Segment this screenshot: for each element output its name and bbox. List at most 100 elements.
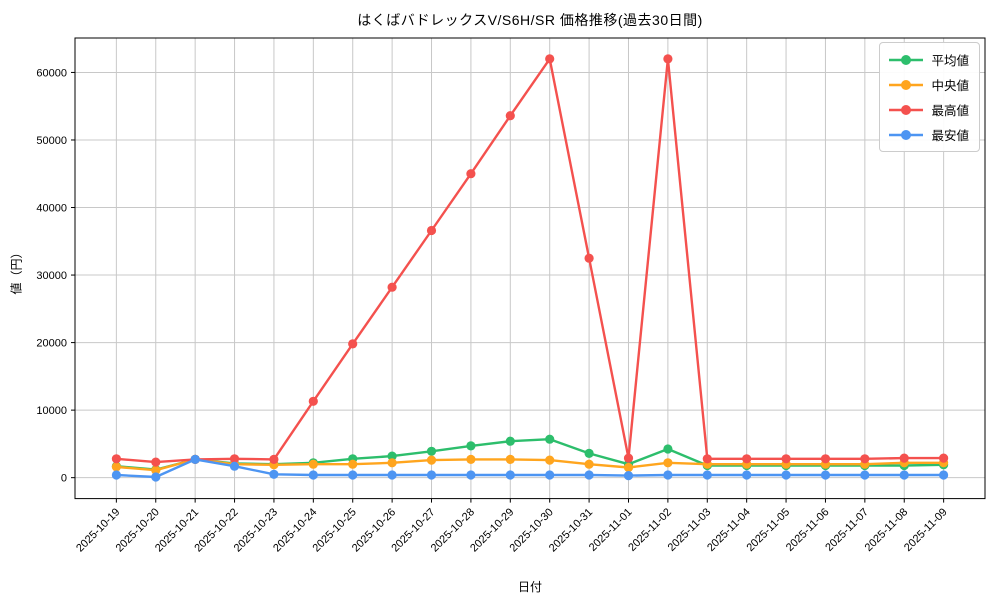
data-point-highest (939, 453, 949, 463)
legend-swatch-average (889, 54, 924, 65)
data-point-highest (663, 54, 673, 64)
data-point-median (151, 465, 161, 475)
legend-label-median: 中央値 (931, 79, 969, 93)
y-tick-label: 10000 (36, 405, 67, 417)
data-point-highest (111, 454, 121, 464)
series-line-median (115, 458, 945, 472)
data-point-median (348, 459, 358, 469)
data-point-lowest (742, 470, 752, 480)
data-point-lowest (860, 470, 870, 480)
data-point-lowest (505, 470, 515, 480)
x-tick-label: 2025-11-09 (902, 506, 950, 554)
legend-swatch-median (889, 79, 924, 90)
data-point-lowest (702, 470, 712, 480)
data-point-highest (584, 253, 594, 263)
data-point-median (466, 454, 476, 464)
data-point-lowest (623, 471, 634, 481)
y-tick-label: 20000 (36, 338, 67, 350)
data-point-highest (505, 111, 515, 121)
x-axis-label: 日付 (517, 580, 542, 594)
tick-marks (71, 71, 945, 503)
x-gridlines (115, 38, 945, 499)
y-tick-label: 40000 (36, 203, 67, 215)
data-point-lowest (939, 470, 949, 480)
y-axis-label: 値（円） (9, 246, 24, 295)
data-point-highest (899, 453, 909, 463)
data-point-median (663, 458, 673, 468)
data-point-median (505, 454, 515, 464)
data-point-highest (269, 454, 279, 464)
data-point-median (426, 455, 437, 465)
data-point-highest (387, 282, 397, 292)
legend-swatch-lowest (889, 129, 924, 140)
data-point-lowest (466, 470, 476, 480)
data-point-average (426, 446, 437, 456)
data-point-median (623, 462, 634, 473)
y-tick-label: 50000 (36, 135, 67, 147)
data-point-lowest (663, 470, 673, 480)
legend-label-highest: 最高値 (931, 104, 969, 118)
data-point-median (584, 459, 594, 469)
data-point-lowest (387, 470, 397, 480)
data-point-lowest (545, 470, 555, 480)
data-point-highest (466, 169, 476, 179)
y-tick-label: 30000 (36, 270, 67, 282)
legend-label-lowest: 最安値 (931, 129, 969, 143)
data-point-lowest (190, 454, 200, 464)
series-highest (111, 54, 949, 467)
data-point-lowest (151, 472, 161, 482)
legend-marker-median (901, 79, 912, 90)
data-point-median (545, 455, 555, 465)
data-point-average (663, 444, 673, 454)
data-point-average (545, 434, 555, 444)
data-point-lowest (820, 470, 831, 480)
y-tick-label: 0 (61, 473, 67, 485)
data-point-median (308, 459, 318, 469)
y-gridlines (75, 71, 985, 479)
legend: 平均値中央値最高値最安値 (879, 42, 980, 152)
data-point-highest (545, 54, 555, 64)
data-point-average (466, 441, 476, 451)
data-point-lowest (584, 470, 594, 480)
data-point-highest (229, 454, 240, 464)
data-point-highest (151, 457, 161, 467)
series-lowest (111, 454, 949, 482)
data-point-highest (623, 453, 634, 463)
data-point-lowest (426, 470, 437, 480)
data-point-average (505, 436, 515, 446)
legend-item-average: 平均値 (888, 50, 969, 69)
y-tick-label: 60000 (36, 67, 67, 79)
plot-border (74, 37, 986, 500)
data-point-lowest (229, 461, 240, 471)
legend-item-lowest: 最安値 (888, 125, 969, 144)
data-point-lowest (348, 470, 358, 480)
data-point-median (111, 462, 121, 472)
data-point-lowest (269, 469, 279, 479)
data-point-lowest (899, 470, 909, 480)
data-point-average (387, 451, 397, 461)
data-point-highest (426, 225, 437, 236)
legend-swatch-highest (889, 104, 924, 115)
data-point-lowest (308, 470, 318, 480)
data-point-highest (781, 454, 791, 464)
data-point-highest (702, 454, 712, 464)
legend-marker-highest (901, 104, 912, 115)
series-line-highest (115, 57, 945, 464)
chart-title: はくばバドレックスV/S6H/SR 価格推移(過去30日間) (357, 12, 703, 28)
data-point-average (584, 448, 594, 458)
data-point-highest (308, 396, 318, 406)
data-point-lowest (781, 470, 791, 480)
data-point-lowest (111, 470, 121, 480)
data-point-highest (742, 454, 752, 464)
data-point-highest (820, 454, 831, 464)
legend-item-highest: 最高値 (888, 100, 969, 119)
legend-marker-lowest (901, 129, 912, 140)
data-point-highest (860, 454, 870, 464)
legend-item-median: 中央値 (888, 75, 969, 94)
series-line-lowest (115, 458, 945, 479)
data-point-median (387, 458, 397, 468)
data-point-highest (348, 339, 358, 349)
legend-label-average: 平均値 (931, 54, 969, 68)
